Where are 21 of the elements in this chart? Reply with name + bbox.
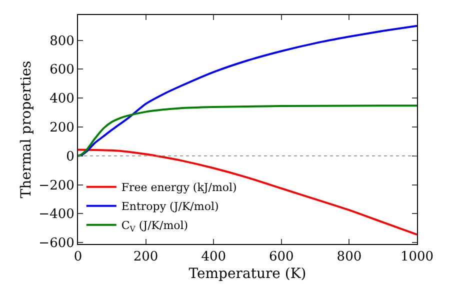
legend-label: C$_{V}$ (J/K/mol) [121,219,188,234]
x-tick-label: 800 [336,250,362,265]
legend-label: Entropy (J/K/mol) [121,200,219,214]
y-tick-label: −200 [38,178,74,194]
y-tick-label: 600 [50,62,74,78]
legend-label: Free energy (kJ/mol) [121,181,237,194]
x-tick-label: 600 [268,250,294,265]
y-tick-label: 200 [50,120,74,136]
y-tick-label: 400 [50,92,74,107]
x-tick-label: 400 [201,250,226,265]
y-tick-label: 0 [66,149,74,164]
x-tick-label: 200 [133,250,158,265]
y-tick-label: −400 [38,207,74,222]
line-series [78,24,417,157]
line-series [78,104,417,157]
line-series [78,148,417,236]
x-axis-title: Temperature (K) [188,266,306,282]
x-tick-label: 1000 [400,250,434,265]
y-tick-label: −600 [38,236,74,252]
y-tick-label: 800 [50,34,74,49]
y-axis-title: Thermal properties [18,60,34,198]
